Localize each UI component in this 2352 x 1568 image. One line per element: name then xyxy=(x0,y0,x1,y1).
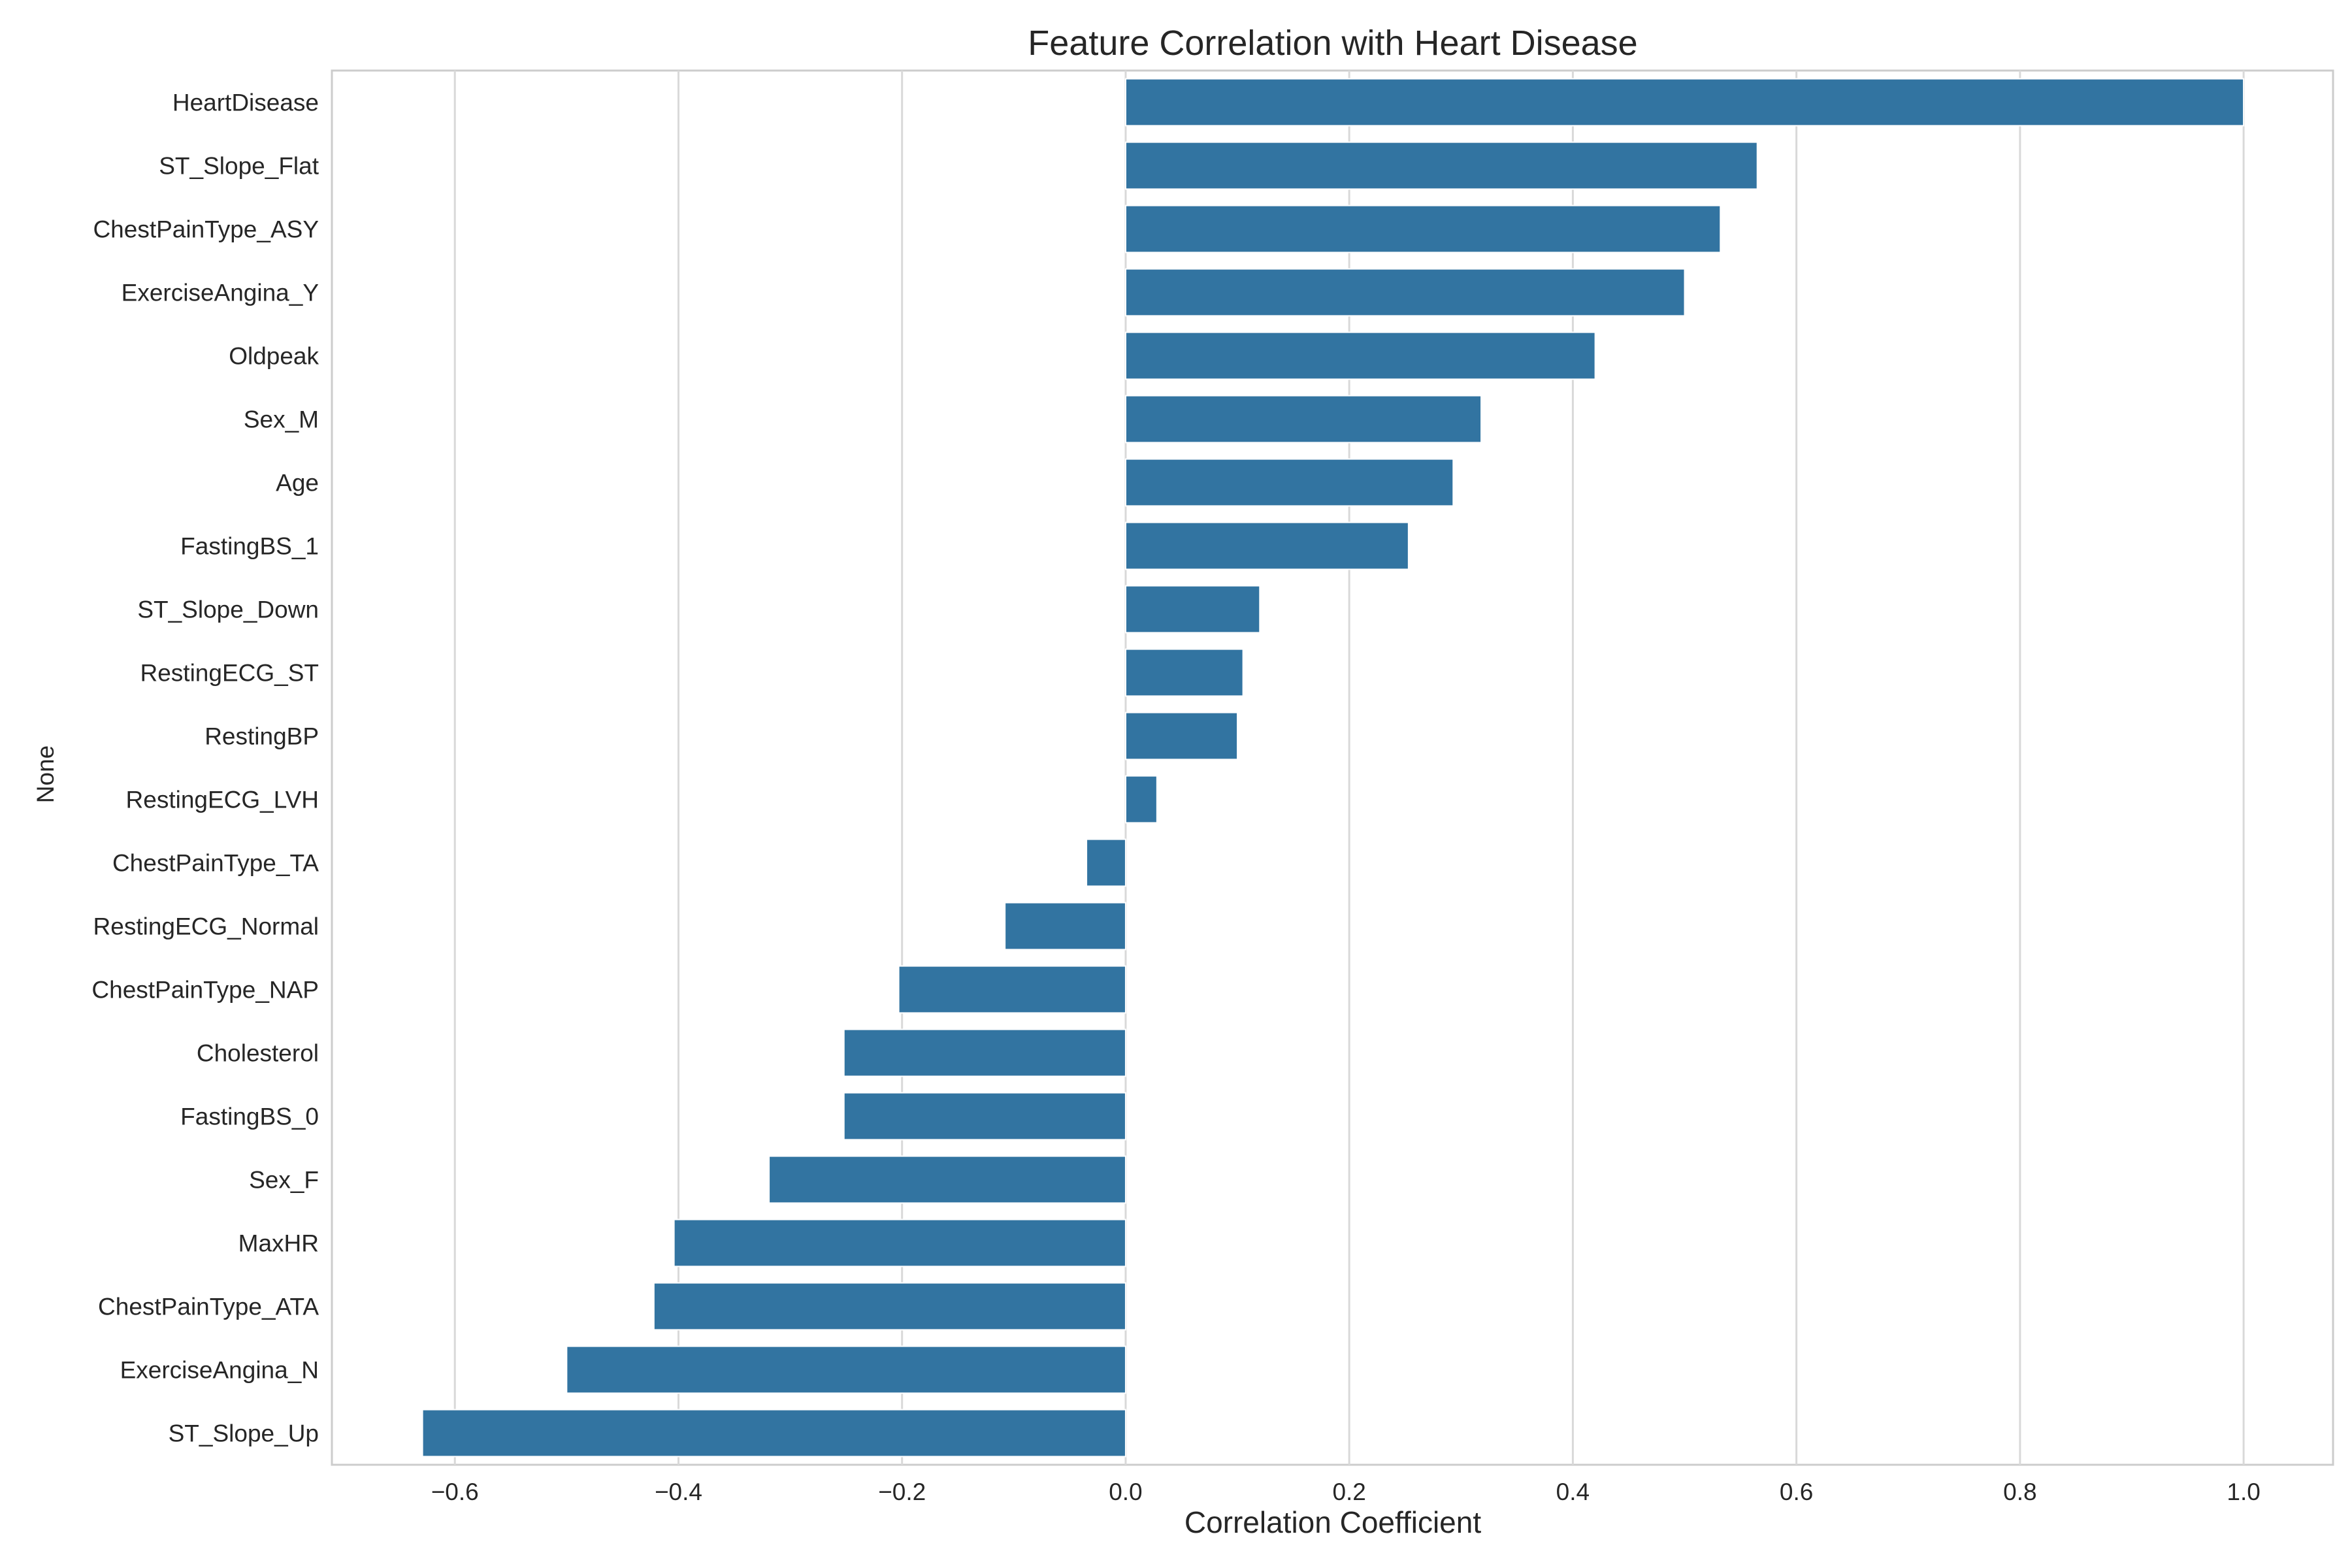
x-tick-label: 0.4 xyxy=(1556,1478,1590,1505)
y-tick-label: ST_Slope_Down xyxy=(137,596,319,623)
y-tick-label: ExerciseAngina_N xyxy=(120,1357,319,1384)
bar-fastingbs-1 xyxy=(1124,521,1409,570)
y-tick-label: RestingECG_ST xyxy=(140,660,319,687)
y-tick-label: ChestPainType_NAP xyxy=(91,977,319,1004)
y-tick-label: ChestPainType_ATA xyxy=(98,1294,319,1320)
y-tick-label: Oldpeak xyxy=(229,343,319,370)
bar-restingecg-normal xyxy=(1004,902,1126,951)
chart-title: Feature Correlation with Heart Disease xyxy=(1028,24,1637,63)
y-axis-title: None xyxy=(32,745,59,803)
bar-chestpaintype-ta xyxy=(1086,838,1126,887)
bar-sex-f xyxy=(768,1155,1126,1204)
bar-restingecg-st xyxy=(1124,648,1244,697)
bars xyxy=(421,78,2245,1458)
x-tick-label: −0.6 xyxy=(431,1478,479,1505)
y-tick-label: FastingBS_1 xyxy=(180,533,319,560)
bar-st-slope-flat xyxy=(1124,141,1758,190)
x-tick-label: 0.2 xyxy=(1332,1478,1365,1505)
y-tick-label: ChestPainType_ASY xyxy=(93,216,319,243)
y-tick-label: Sex_M xyxy=(244,406,319,433)
x-tick-label: 0.6 xyxy=(1780,1478,1813,1505)
y-tick-label: Sex_F xyxy=(249,1167,319,1194)
y-tick-label: ST_Slope_Flat xyxy=(159,153,319,180)
bar-oldpeak xyxy=(1124,331,1596,380)
bar-st-slope-down xyxy=(1124,585,1261,634)
x-tick-label: 0.0 xyxy=(1109,1478,1142,1505)
x-tick-label: −0.2 xyxy=(878,1478,926,1505)
bar-chestpaintype-ata xyxy=(653,1282,1126,1331)
x-tick-labels: −0.6 −0.4 −0.2 0.0 0.2 0.4 0.6 0.8 1.0 xyxy=(431,1478,2261,1505)
bar-maxhr xyxy=(673,1218,1126,1267)
bar-chestpaintype-nap xyxy=(898,965,1126,1014)
y-tick-labels: HeartDisease ST_Slope_Flat ChestPainType_A… xyxy=(91,90,319,1447)
y-tick-label: RestingECG_LVH xyxy=(126,787,319,813)
x-tick-label: 0.8 xyxy=(2003,1478,2036,1505)
x-tick-label: 1.0 xyxy=(2227,1478,2260,1505)
bar-cholesterol xyxy=(843,1028,1126,1077)
y-tick-label: ChestPainType_TA xyxy=(112,850,319,877)
bar-heartdisease xyxy=(1124,78,2245,127)
bar-exerciseangina-y xyxy=(1124,268,1686,317)
x-tick-label: −0.4 xyxy=(655,1478,702,1505)
gridlines xyxy=(453,71,2245,1465)
y-tick-label: ExerciseAngina_Y xyxy=(122,280,319,306)
y-tick-label: ST_Slope_Up xyxy=(169,1420,319,1447)
y-tick-label: FastingBS_0 xyxy=(180,1103,319,1130)
bar-fastingbs-0 xyxy=(843,1092,1126,1141)
bar-age xyxy=(1124,458,1454,507)
y-tick-label: HeartDisease xyxy=(172,90,319,116)
y-tick-label: Cholesterol xyxy=(197,1040,319,1067)
bar-exerciseangina-n xyxy=(566,1345,1126,1394)
y-tick-label: MaxHR xyxy=(238,1230,319,1257)
x-axis-title: Correlation Coefficient xyxy=(1184,1505,1481,1539)
bar-sex-m xyxy=(1124,395,1482,444)
y-tick-label: Age xyxy=(276,470,319,497)
bar-st-slope-up xyxy=(421,1409,1126,1458)
bar-chestpaintype-asy xyxy=(1124,204,1722,253)
y-tick-label: RestingBP xyxy=(204,723,319,750)
bar-restingbp xyxy=(1124,711,1239,760)
y-tick-label: RestingECG_Normal xyxy=(93,913,319,940)
bar-restingecg-lvh xyxy=(1124,775,1158,824)
